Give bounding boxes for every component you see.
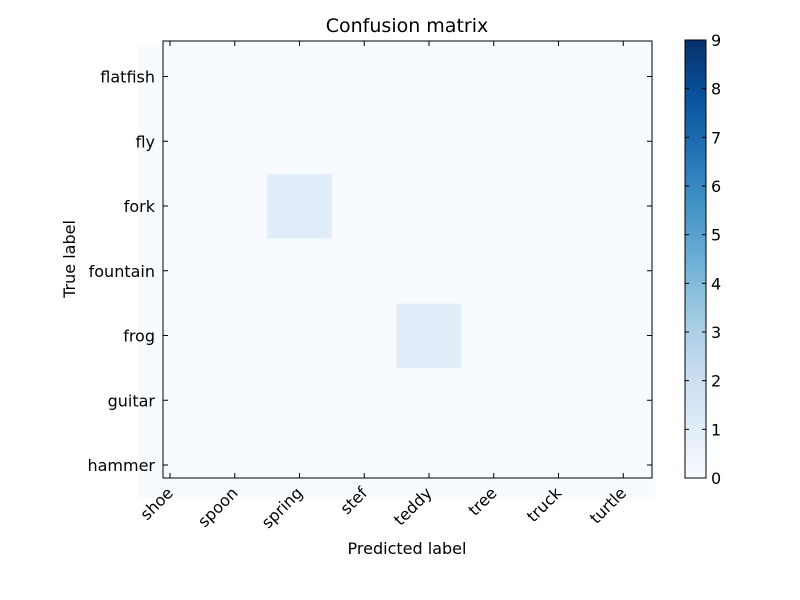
- heatmap-cell: [331, 109, 397, 174]
- heatmap-cell: [137, 44, 203, 110]
- heatmap-cell: [461, 174, 527, 239]
- heatmap-cell: [526, 433, 591, 498]
- heatmap-cell: [590, 303, 656, 369]
- y-tick-label: fountain: [89, 262, 155, 281]
- heatmap-cell: [590, 238, 656, 304]
- heatmap-cell: [331, 238, 397, 304]
- heatmap-cell: [202, 368, 268, 433]
- heatmap-cell: [267, 174, 332, 239]
- heatmap-cell: [461, 44, 527, 110]
- heatmap-cell: [461, 238, 527, 304]
- heatmap-cell: [202, 174, 268, 239]
- heatmap-cell: [590, 174, 656, 239]
- heatmap-cells: [137, 41, 656, 498]
- colorbar-tick-label: 1: [711, 420, 721, 439]
- heatmap-cell: [202, 238, 268, 304]
- heatmap-cell: [137, 238, 203, 304]
- heatmap-cell: [590, 433, 656, 498]
- heatmap-cell: [202, 433, 268, 498]
- chart-title: Confusion matrix: [326, 15, 488, 37]
- y-tick-label: guitar: [108, 391, 156, 410]
- heatmap-cell: [202, 303, 268, 369]
- heatmap-cell: [331, 303, 397, 369]
- heatmap-cell: [396, 303, 462, 369]
- heatmap-cell: [396, 109, 462, 174]
- heatmap-cell: [137, 303, 203, 369]
- heatmap-cell: [590, 44, 656, 110]
- heatmap-cell: [267, 238, 332, 304]
- heatmap-cell: [526, 368, 591, 433]
- heatmap-cell: [461, 303, 527, 369]
- heatmap-cell: [267, 368, 332, 433]
- colorbar-tick-label: 7: [711, 128, 721, 147]
- heatmap-cell: [526, 238, 591, 304]
- plot-frame: [162, 40, 653, 479]
- heatmap-cell: [267, 303, 332, 369]
- heatmap-cell: [396, 174, 462, 239]
- heatmap-cell: [331, 368, 397, 433]
- colorbar-tick-label: 8: [711, 80, 721, 99]
- heatmap-cell: [137, 368, 203, 433]
- colorbar-tick-label: 3: [711, 323, 721, 342]
- heatmap-cell: [331, 174, 397, 239]
- heatmap-cell: [331, 433, 397, 498]
- colorbar-ticks: 0 1 2 3 4 5 6 7 8 9: [685, 31, 721, 488]
- y-tick-label: fly: [135, 132, 155, 151]
- heatmap-cell: [202, 44, 268, 110]
- heatmap-cell: [202, 109, 268, 174]
- y-tick-label: hammer: [87, 456, 155, 475]
- colorbar-tick-label: 2: [711, 372, 721, 391]
- heatmap-cell: [331, 44, 397, 110]
- heatmap-cell: [461, 368, 527, 433]
- heatmap-cell: [526, 174, 591, 239]
- x-axis-label: Predicted label: [348, 539, 467, 558]
- y-tick-label: fork: [124, 197, 156, 216]
- heatmap-cell: [267, 109, 332, 174]
- heatmap-cell: [590, 368, 656, 433]
- heatmap-cell: [526, 109, 591, 174]
- colorbar-tick-label: 5: [711, 226, 721, 245]
- colorbar-tick-label: 4: [711, 274, 721, 293]
- y-axis-label: True label: [60, 220, 79, 299]
- heatmap-cell: [396, 238, 462, 304]
- heatmap-cell: [590, 109, 656, 174]
- heatmap-cell: [396, 44, 462, 110]
- colorbar-tick-label: 6: [711, 177, 721, 196]
- heatmap-cell: [137, 109, 203, 174]
- heatmap-cell: [137, 174, 203, 239]
- heatmap-cell: [526, 44, 591, 110]
- y-axis-ticks: flatfish fly fork fountain frog guitar hammer: [87, 68, 652, 475]
- heatmap-cell: [396, 368, 462, 433]
- heatmap-cell: [526, 303, 591, 369]
- colorbar-tick-label: 0: [711, 469, 721, 488]
- heatmap-cell: [396, 433, 462, 498]
- y-tick-label: frog: [123, 327, 155, 346]
- heatmap-cell: [461, 433, 527, 498]
- heatmap-cell: [137, 433, 203, 498]
- colorbar-tick-label: 9: [711, 31, 721, 50]
- colorbar: [684, 39, 707, 479]
- y-tick-label: flatfish: [100, 68, 155, 87]
- heatmap-cell: [267, 44, 332, 110]
- heatmap-cell: [267, 433, 332, 498]
- heatmap-cell: [461, 109, 527, 174]
